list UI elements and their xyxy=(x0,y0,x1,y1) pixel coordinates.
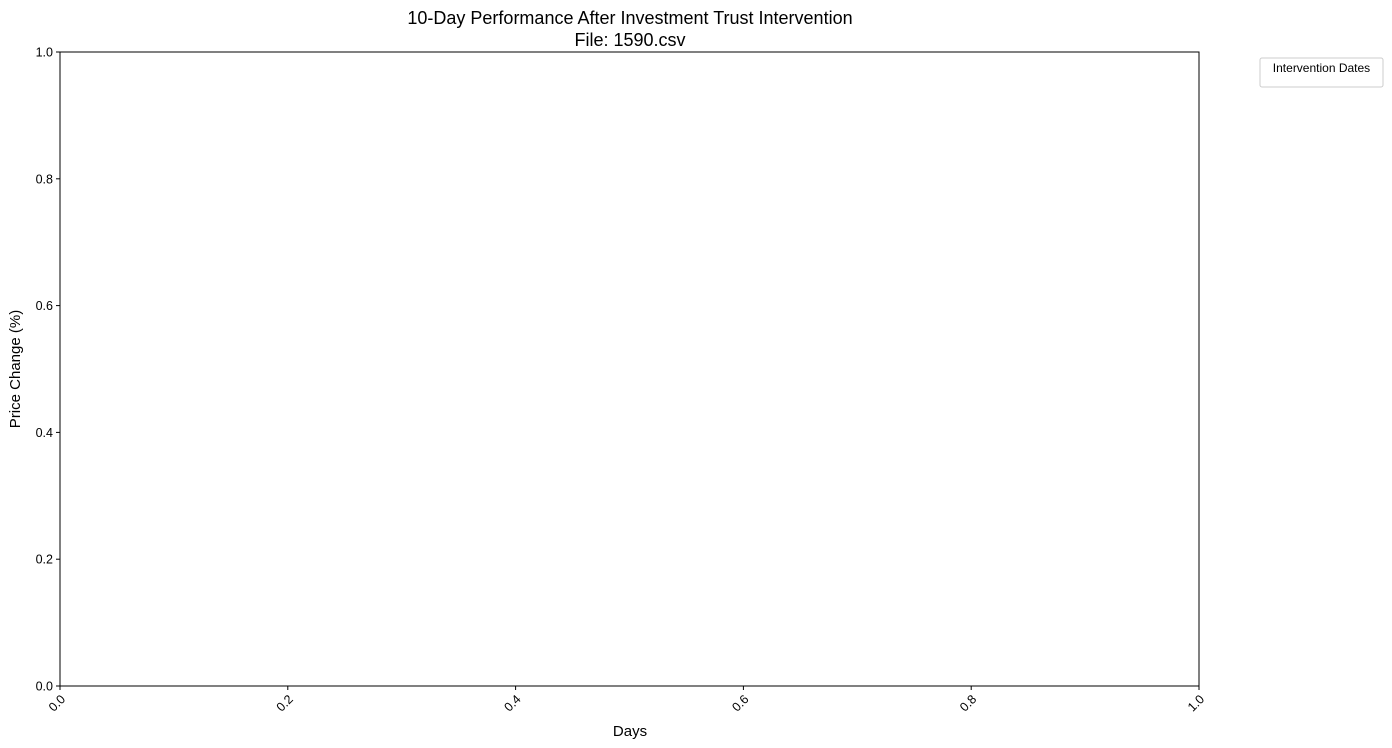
x-ticks: 0.0 0.2 0.4 0.6 0.8 1.0 xyxy=(46,686,1207,714)
y-tick-label: 0.4 xyxy=(36,426,53,440)
x-axis-label: Days xyxy=(613,723,647,740)
axes-frame xyxy=(59,51,1200,687)
x-tick-label: 0.0 xyxy=(46,692,68,714)
legend-title: Intervention Dates xyxy=(1273,61,1370,75)
x-tick-label: 0.2 xyxy=(274,692,296,714)
chart-title: 10-Day Performance After Investment Trus… xyxy=(407,8,852,28)
x-tick-label: 0.8 xyxy=(957,692,979,714)
y-tick-label: 0.0 xyxy=(36,680,53,694)
x-tick-label: 0.6 xyxy=(729,692,751,714)
x-tick-label: 1.0 xyxy=(1185,692,1207,714)
y-axis-label: Price Change (%) xyxy=(7,310,24,428)
y-tick-label: 0.6 xyxy=(36,299,53,313)
chart-subtitle: File: 1590.csv xyxy=(574,30,685,50)
y-tick-label: 0.2 xyxy=(36,553,53,567)
x-tick-label: 0.4 xyxy=(502,692,524,714)
y-tick-label: 1.0 xyxy=(36,46,53,60)
plot-area-border xyxy=(59,51,1200,687)
legend: Intervention Dates xyxy=(1259,57,1384,88)
y-tick-label: 0.8 xyxy=(36,172,53,186)
y-ticks: 0.0 0.2 0.4 0.6 0.8 1.0 xyxy=(36,46,60,694)
legend-box xyxy=(1259,57,1384,88)
